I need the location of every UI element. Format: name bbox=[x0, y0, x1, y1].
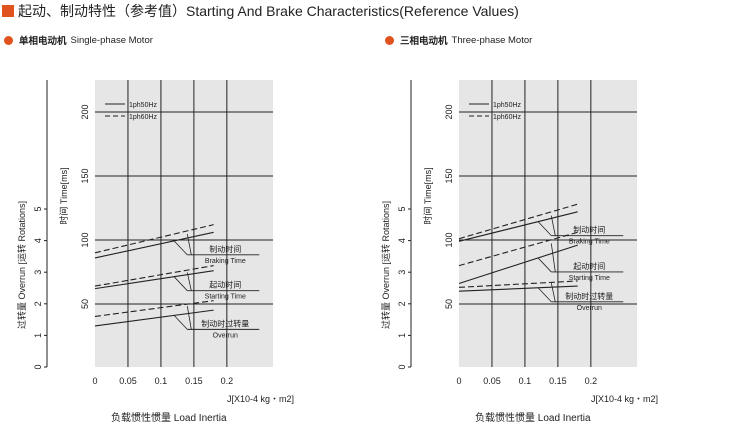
annotation-leader bbox=[550, 283, 556, 302]
x-tick-label: 0.1 bbox=[155, 376, 168, 386]
time-tick-label: 50 bbox=[80, 299, 90, 309]
panel-title-en: Three-phase Motor bbox=[451, 34, 533, 46]
overrun-tick-label: 3 bbox=[33, 270, 43, 275]
annotation-leader bbox=[550, 215, 556, 236]
legend-entry: 1ph50Hz bbox=[493, 102, 522, 109]
time-tick-label: 150 bbox=[444, 168, 454, 183]
annotation-leader bbox=[537, 287, 552, 303]
annotation-label-cn: 制动时过转量 bbox=[201, 318, 249, 328]
time-tick-label: 200 bbox=[80, 104, 90, 119]
legend-entry: 1ph50Hz bbox=[129, 102, 158, 109]
annotation-leader bbox=[186, 233, 192, 255]
annotation-label-en: Starting Time bbox=[569, 275, 610, 282]
annotation-leader bbox=[186, 272, 192, 291]
legend-entry: 1ph60Hz bbox=[129, 114, 158, 121]
chart-panel-single-phase: 0 1 2 3 4 5 50 100 150 200 0 0.05 0.1 0.15 0.2 过转量 Over… bbox=[16, 80, 294, 424]
x-tick-label: 0.1 bbox=[519, 376, 532, 386]
series-line bbox=[458, 285, 578, 292]
ylabel-overrun: 过转量 Overrun [运转 Rotations] bbox=[16, 201, 27, 329]
x-tick-label: 0 bbox=[456, 376, 461, 386]
legend-entry: 1ph60Hz bbox=[493, 114, 522, 121]
panel-title-three-phase: 三相电动机 Three-phase Motor bbox=[385, 33, 532, 47]
plot-area bbox=[95, 80, 273, 367]
overrun-tick-label: 5 bbox=[33, 206, 43, 211]
series-line bbox=[94, 270, 214, 290]
series-line bbox=[94, 300, 214, 317]
panel-title-cn: 单相电动机 bbox=[19, 36, 67, 47]
annotation-label-cn: 制动时间 bbox=[573, 225, 605, 235]
overrun-tick-label: 1 bbox=[397, 333, 407, 338]
x-tick-label: 0 bbox=[92, 376, 97, 386]
x-tick-label: 0.05 bbox=[119, 376, 137, 386]
ylabel-time: 时间 Time[ms] bbox=[422, 167, 433, 224]
x-unit-label: J[X10-4 kg・m2] bbox=[591, 394, 658, 404]
series-line bbox=[94, 231, 214, 259]
x-tick-label: 0.15 bbox=[185, 376, 203, 386]
overrun-tick-label: 4 bbox=[397, 238, 407, 243]
page-header: 起动、制动特性（参考值）Starting And Brake Character… bbox=[2, 2, 519, 20]
time-tick-label: 200 bbox=[444, 104, 454, 119]
overrun-tick-label: 2 bbox=[33, 301, 43, 306]
x-tick-label: 0.05 bbox=[483, 376, 501, 386]
annotation-label-cn: 起动时间 bbox=[573, 261, 605, 271]
annotation-leader bbox=[173, 276, 188, 291]
plot-area bbox=[459, 80, 637, 367]
annotation-label-cn: 制动时间 bbox=[209, 244, 241, 254]
annotation-label-en: Braking Time bbox=[569, 239, 610, 246]
series-line bbox=[94, 265, 214, 287]
panel-title-cn: 三相电动机 bbox=[400, 36, 448, 47]
annotation-label-en: Overrun bbox=[577, 305, 602, 312]
header-square-icon bbox=[2, 5, 14, 17]
annotation-label-en: Overrun bbox=[213, 332, 238, 339]
series-line bbox=[458, 280, 578, 288]
time-tick-label: 150 bbox=[80, 168, 90, 183]
series-line bbox=[458, 244, 578, 285]
annotation-label-cn: 制动时过转量 bbox=[565, 291, 613, 301]
overrun-tick-label: 2 bbox=[397, 301, 407, 306]
series-line bbox=[458, 231, 578, 267]
overrun-tick-label: 0 bbox=[397, 364, 407, 369]
series-line bbox=[458, 211, 578, 242]
x-tick-label: 0.2 bbox=[585, 376, 598, 386]
series-line bbox=[94, 224, 214, 254]
annotation-leader bbox=[537, 221, 552, 236]
overrun-tick-label: 4 bbox=[33, 238, 43, 243]
chart-panel-three-phase: 0 1 2 3 4 5 50 100 150 200 0 0.05 0.1 0.15 0.2 过转量 Over… bbox=[380, 80, 658, 424]
overrun-tick-label: 0 bbox=[33, 364, 43, 369]
ylabel-time: 时间 Time[ms] bbox=[58, 167, 69, 224]
time-tick-label: 100 bbox=[444, 232, 454, 247]
annotation-leader bbox=[173, 240, 188, 256]
x-tick-label: 0.2 bbox=[221, 376, 234, 386]
series-line bbox=[94, 309, 214, 327]
bullet-icon bbox=[4, 35, 13, 45]
time-tick-label: 100 bbox=[80, 232, 90, 247]
overrun-tick-label: 1 bbox=[33, 333, 43, 338]
annotation-leader bbox=[186, 305, 192, 330]
bullet-icon bbox=[385, 35, 394, 45]
annotation-leader bbox=[173, 315, 188, 330]
series-line bbox=[458, 203, 578, 240]
panel-title-en: Single-phase Motor bbox=[70, 34, 153, 46]
annotation-leader bbox=[550, 243, 556, 272]
overrun-tick-label: 3 bbox=[397, 270, 407, 275]
panel-title-single-phase: 单相电动机 Single-phase Motor bbox=[4, 33, 153, 47]
overrun-tick-label: 5 bbox=[397, 206, 407, 211]
time-tick-label: 50 bbox=[444, 299, 454, 309]
x-tick-label: 0.15 bbox=[549, 376, 567, 386]
page-title: 起动、制动特性（参考值）Starting And Brake Character… bbox=[18, 3, 519, 19]
ylabel-overrun: 过转量 Overrun [运转 Rotations] bbox=[380, 201, 391, 329]
annotation-label-en: Starting Time bbox=[205, 294, 246, 301]
annotation-leader bbox=[537, 257, 552, 273]
x-unit-label: J[X10-4 kg・m2] bbox=[227, 394, 294, 404]
annotation-label-en: Braking Time bbox=[205, 258, 246, 265]
x-axis-title: 负载惯性惯量 Load Inertia bbox=[475, 411, 591, 424]
x-axis-title: 负载惯性惯量 Load Inertia bbox=[111, 411, 227, 424]
annotation-label-cn: 起动时间 bbox=[209, 280, 241, 290]
